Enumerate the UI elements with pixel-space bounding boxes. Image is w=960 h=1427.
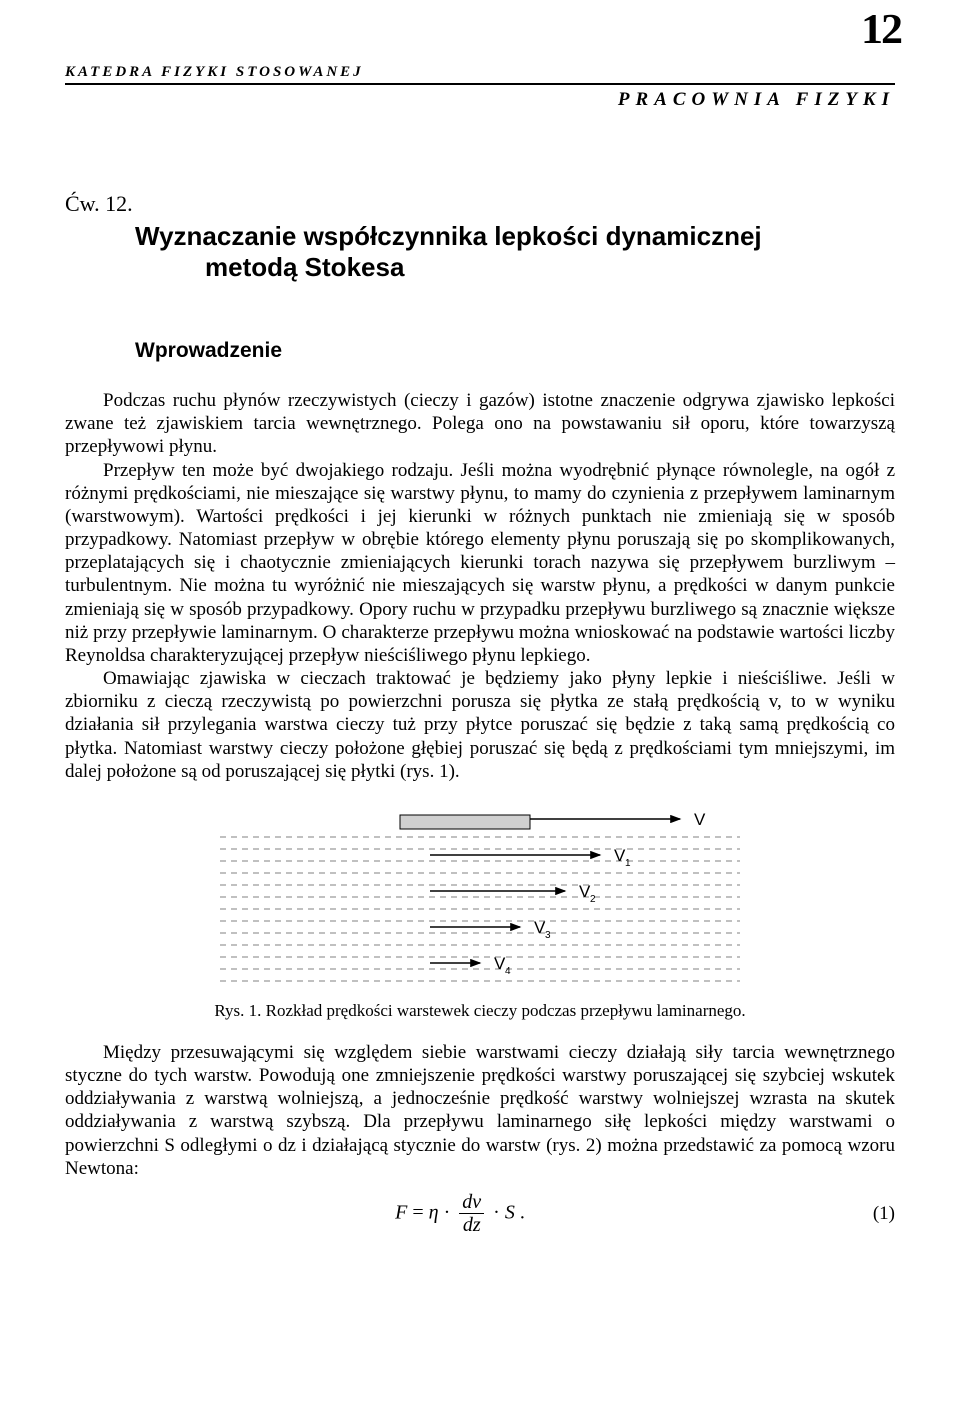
- equation-1-number: (1): [855, 1203, 895, 1225]
- paragraph-1: Podczas ruchu płynów rzeczywistych (ciec…: [65, 389, 895, 459]
- eq-equals: =: [407, 1202, 428, 1224]
- figure-1-laminar-flow: VV1V2V3V4: [200, 807, 760, 987]
- eq-lhs: F: [395, 1202, 407, 1224]
- document-title: Wyznaczanie współczynnika lepkości dynam…: [135, 221, 895, 283]
- header-rule: [65, 83, 895, 85]
- eq-dot-1: ·: [439, 1202, 456, 1224]
- eq-dot-2: ·: [488, 1202, 505, 1224]
- svg-text:V: V: [694, 810, 706, 829]
- equation-1: F = η · dvdz · S .: [65, 1192, 855, 1236]
- paragraph-4: Między przesuwającymi się względem siebi…: [65, 1041, 895, 1180]
- eq-frac-num: dv: [459, 1192, 484, 1214]
- header-lab: PRACOWNIA FIZYKI: [65, 89, 895, 111]
- svg-text:2: 2: [590, 894, 596, 905]
- svg-text:4: 4: [505, 966, 511, 977]
- paragraph-2: Przepływ ten może być dwojakiego rodzaju…: [65, 459, 895, 668]
- eq-period: .: [515, 1202, 525, 1224]
- eq-frac-den: dz: [459, 1214, 484, 1236]
- eq-eta: η: [429, 1202, 439, 1224]
- svg-text:1: 1: [625, 858, 631, 869]
- equation-1-row: F = η · dvdz · S . (1): [65, 1192, 895, 1236]
- eq-S: S: [505, 1202, 515, 1224]
- title-line-1: Wyznaczanie współczynnika lepkości dynam…: [135, 221, 762, 251]
- exercise-label: Ćw. 12.: [65, 191, 895, 217]
- section-heading-intro: Wprowadzenie: [135, 339, 895, 363]
- eq-fraction: dvdz: [459, 1192, 484, 1236]
- title-line-2: metodą Stokesa: [205, 252, 404, 282]
- paragraph-3: Omawiając zjawiska w cieczach traktować …: [65, 667, 895, 783]
- figure-1-caption: Rys. 1. Rozkład prędkości warstewek ciec…: [65, 1001, 895, 1021]
- page-number-large: 12: [861, 6, 901, 54]
- svg-text:3: 3: [545, 930, 551, 941]
- header-department: KATEDRA FIZYKI STOSOWANEJ: [65, 64, 895, 81]
- body-text-block-1: Podczas ruchu płynów rzeczywistych (ciec…: [65, 389, 895, 783]
- body-text-block-2: Między przesuwającymi się względem siebi…: [65, 1041, 895, 1180]
